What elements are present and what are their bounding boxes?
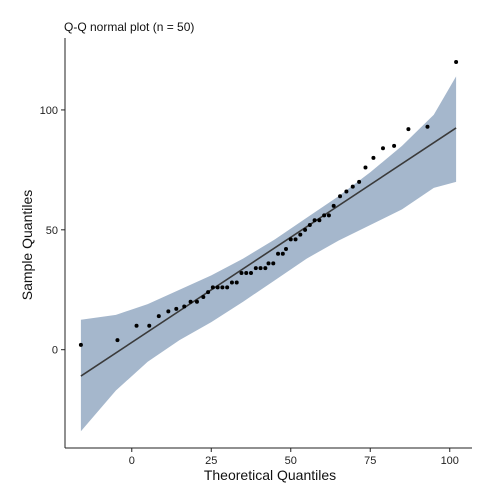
data-point: [249, 270, 254, 275]
data-point: [134, 323, 139, 328]
data-point: [283, 246, 288, 251]
data-point: [194, 299, 199, 304]
data-point: [317, 218, 322, 223]
data-point: [234, 280, 239, 285]
reference-line: [80, 127, 457, 377]
data-point: [225, 285, 230, 290]
data-point: [338, 194, 343, 199]
data-point: [357, 179, 362, 184]
data-point: [298, 232, 303, 237]
chart-subtitle: Q-Q normal plot (n = 50): [64, 20, 194, 34]
x-tick-label: 100: [441, 455, 459, 467]
confidence-band: [80, 76, 457, 432]
data-point: [215, 285, 220, 290]
data-point: [174, 306, 179, 311]
data-point: [454, 59, 459, 64]
data-point: [166, 309, 171, 314]
data-point: [425, 124, 430, 129]
x-tick-label: 0: [129, 455, 135, 467]
data-point: [263, 266, 268, 271]
x-tick-label: 50: [285, 455, 297, 467]
data-point: [229, 280, 234, 285]
data-point: [280, 251, 285, 256]
data-point: [244, 270, 249, 275]
data-point: [331, 203, 336, 208]
data-point: [380, 146, 385, 151]
data-point: [303, 227, 308, 232]
data-point: [344, 189, 349, 194]
data-point: [322, 213, 327, 218]
data-point: [239, 270, 244, 275]
data-point: [293, 237, 298, 242]
data-point: [312, 218, 317, 223]
data-point: [258, 266, 263, 271]
data-point: [210, 285, 215, 290]
data-point: [188, 299, 193, 304]
plot-area: 0 25 50 75 100 0 50 100: [40, 38, 472, 467]
data-point: [350, 184, 355, 189]
x-tick-label: 75: [364, 455, 376, 467]
data-point: [201, 294, 206, 299]
y-tick-label: 0: [52, 345, 58, 357]
data-point: [392, 143, 397, 148]
data-point: [363, 165, 368, 170]
data-point: [206, 290, 211, 295]
data-point: [288, 237, 293, 242]
data-point: [147, 323, 152, 328]
y-tick-label: 100: [40, 105, 58, 117]
data-point: [307, 223, 312, 228]
data-point: [406, 127, 411, 132]
data-point: [220, 285, 225, 290]
data-point: [266, 261, 271, 266]
data-point: [371, 155, 376, 160]
data-point: [156, 314, 161, 319]
data-point: [276, 251, 281, 256]
data-point: [326, 213, 331, 218]
data-point: [115, 338, 120, 343]
data-point: [253, 266, 258, 271]
data-point: [78, 342, 83, 347]
x-tick-label: 25: [205, 455, 217, 467]
y-axis-title: Sample Quantiles: [19, 190, 35, 301]
x-axis-title: Theoretical Quantiles: [204, 467, 336, 483]
data-point: [271, 261, 276, 266]
y-tick-label: 50: [46, 225, 58, 237]
data-point: [182, 304, 187, 309]
